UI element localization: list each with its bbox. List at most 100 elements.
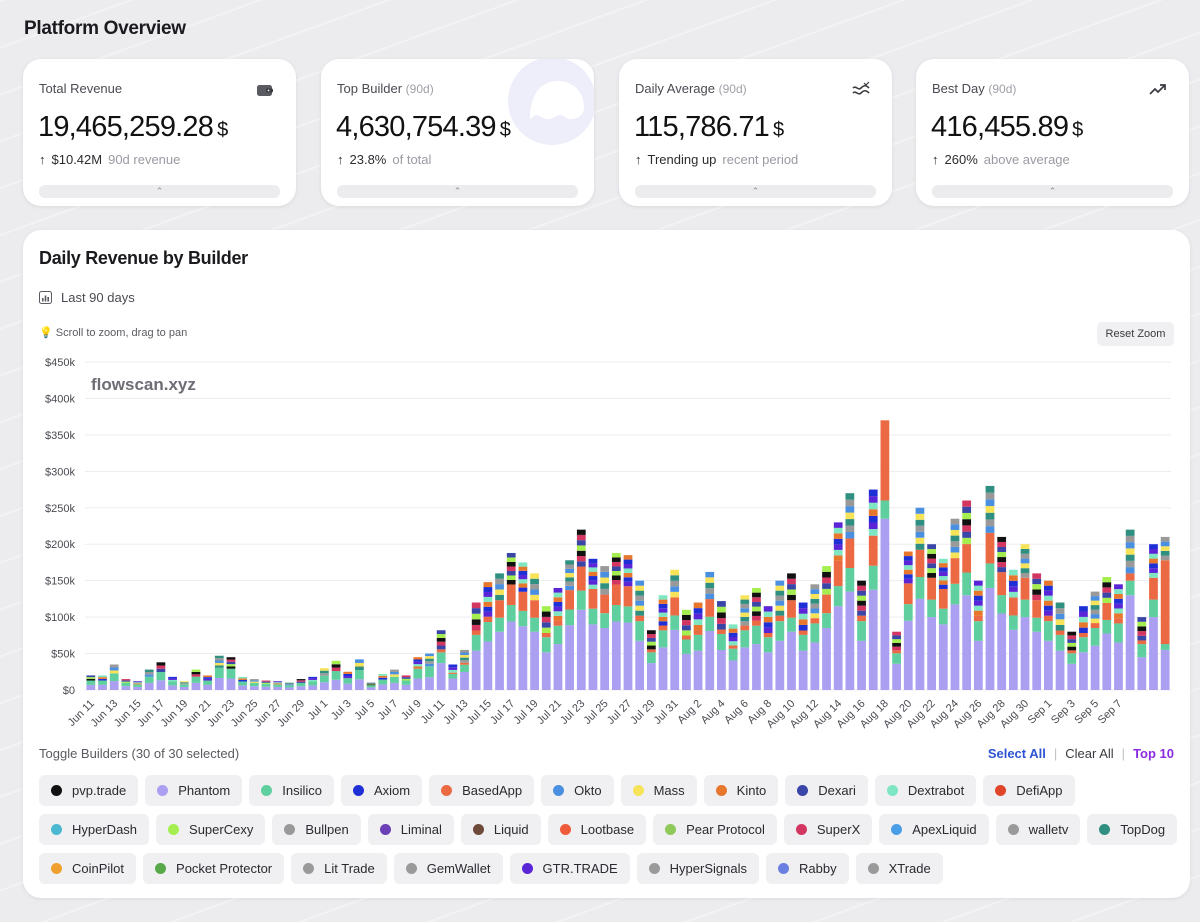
bar-segment: [133, 683, 142, 685]
bar-segment: [670, 569, 680, 576]
builder-chip[interactable]: Bullpen: [272, 814, 361, 845]
bar-segment: [238, 676, 248, 679]
bar-segment: [588, 571, 598, 577]
legend-dot-icon: [155, 863, 167, 874]
builder-chip[interactable]: CoinPilot: [39, 853, 137, 884]
bar-segment: [845, 567, 855, 592]
bar-segment: [109, 681, 119, 690]
card-expand-toggle[interactable]: ⌃: [932, 185, 1173, 198]
builder-chip[interactable]: SuperCexy: [156, 814, 266, 845]
bar-segment: [833, 586, 843, 607]
builder-chip[interactable]: pvp.trade: [39, 775, 139, 806]
builder-chip[interactable]: Pear Protocol: [653, 814, 777, 845]
bar-segment: [658, 616, 668, 622]
builder-chip[interactable]: HyperSignals: [636, 853, 759, 884]
bar-segment: [915, 577, 925, 599]
bar-segment: [460, 662, 469, 665]
bar-segment: [541, 622, 551, 628]
bar-segment: [390, 676, 399, 683]
bar-segment: [413, 657, 423, 660]
bar-segment: [1079, 606, 1088, 612]
select-all-link[interactable]: Select All: [987, 746, 1046, 761]
builder-chip[interactable]: Kinto: [703, 775, 779, 806]
clear-all-link[interactable]: Clear All: [1065, 746, 1114, 761]
bar-segment: [717, 601, 726, 607]
builder-chip[interactable]: Pocket Protector: [143, 853, 285, 884]
builder-chip[interactable]: Dexari: [785, 775, 868, 806]
card-expand-toggle[interactable]: ⌃: [337, 185, 578, 198]
bar-segment: [1008, 597, 1018, 616]
bar-segment: [401, 680, 411, 685]
builder-chip-label: pvp.trade: [72, 783, 127, 798]
bar-segment: [1032, 589, 1042, 595]
builder-chip[interactable]: Liminal: [367, 814, 454, 845]
builder-chip[interactable]: XTrade: [855, 853, 943, 884]
bar-segment: [495, 589, 504, 595]
builder-chip[interactable]: GemWallet: [393, 853, 503, 884]
builder-chip[interactable]: walletv: [995, 814, 1081, 845]
daily-average-card: Daily Average (90d) 115,786.71 $ ↑ Trendin…: [619, 59, 892, 206]
reset-zoom-button[interactable]: Reset Zoom: [1097, 322, 1174, 346]
bar-segment: [1055, 619, 1065, 625]
bar-segment: [378, 675, 388, 678]
builder-chip[interactable]: BasedApp: [429, 775, 535, 806]
bar-segment: [927, 572, 936, 578]
bar-segment: [1102, 592, 1112, 598]
bar-segment: [1149, 563, 1158, 569]
bar-segment: [787, 589, 796, 595]
bar-segment: [962, 544, 972, 573]
builder-chip[interactable]: HyperDash: [39, 814, 150, 845]
builder-chip[interactable]: Okto: [541, 775, 614, 806]
bar-segment: [495, 594, 504, 601]
bar-segment: [915, 531, 925, 538]
bar-segment: [670, 580, 680, 587]
chevron-up-icon: ⌃: [751, 186, 760, 196]
builder-chip[interactable]: Liquid: [460, 814, 541, 845]
builder-chip[interactable]: GTR.TRADE: [509, 853, 630, 884]
bar-segment: [857, 640, 866, 690]
builder-chip[interactable]: ApexLiquid: [879, 814, 989, 845]
stacked-bar-chart[interactable]: $0 $50k $100k $150k $200k $250k $300k $350k $400…: [23, 348, 1190, 743]
builder-chip[interactable]: Phantom: [145, 775, 243, 806]
bar-segment: [611, 579, 621, 585]
bar-segment: [833, 606, 843, 690]
trend-wave-icon: [852, 81, 870, 95]
bar-segment: [892, 653, 901, 664]
builder-chip[interactable]: DefiApp: [983, 775, 1075, 806]
builder-chip[interactable]: Dextrabot: [874, 775, 977, 806]
bar-segment: [565, 564, 574, 569]
bar-segment: [390, 669, 399, 672]
bar-segment: [635, 590, 645, 596]
bar-segment: [133, 681, 142, 683]
builder-chip[interactable]: SuperX: [783, 814, 873, 845]
bar-segment: [1055, 634, 1065, 651]
builder-chip[interactable]: Rabby: [766, 853, 849, 884]
builder-chip[interactable]: Lootbase: [547, 814, 647, 845]
bar-segment: [401, 677, 411, 679]
x-tick-label: Jul 17: [488, 698, 517, 727]
bar-segment: [86, 684, 96, 690]
bar-segment: [892, 646, 901, 651]
bar-segment: [717, 629, 726, 634]
bar-segment: [845, 538, 855, 568]
builder-chip[interactable]: TopDog: [1087, 814, 1178, 845]
bar-segment: [787, 584, 796, 590]
card-expand-toggle[interactable]: ⌃: [39, 185, 280, 198]
top-10-link[interactable]: Top 10: [1133, 746, 1174, 761]
builder-chip-label: HyperDash: [72, 822, 138, 837]
builder-chip[interactable]: Insilico: [249, 775, 334, 806]
bar-segment: [903, 574, 913, 579]
bar-segment: [997, 546, 1007, 553]
card-expand-toggle[interactable]: ⌃: [635, 185, 876, 198]
builder-chip[interactable]: Axiom: [341, 775, 423, 806]
bar-segment: [1160, 536, 1170, 542]
toggle-builders-title: Toggle Builders (30 of 30 selected): [39, 746, 240, 761]
builder-chip[interactable]: Mass: [620, 775, 697, 806]
bar-segment: [588, 580, 598, 585]
bar-segment: [1125, 529, 1135, 536]
builder-chip-label: Rabby: [799, 861, 837, 876]
bar-segment: [448, 678, 458, 690]
x-tick-label: Sep 5: [1072, 698, 1101, 727]
bar-segment: [611, 621, 621, 690]
builder-chip[interactable]: Lit Trade: [291, 853, 387, 884]
